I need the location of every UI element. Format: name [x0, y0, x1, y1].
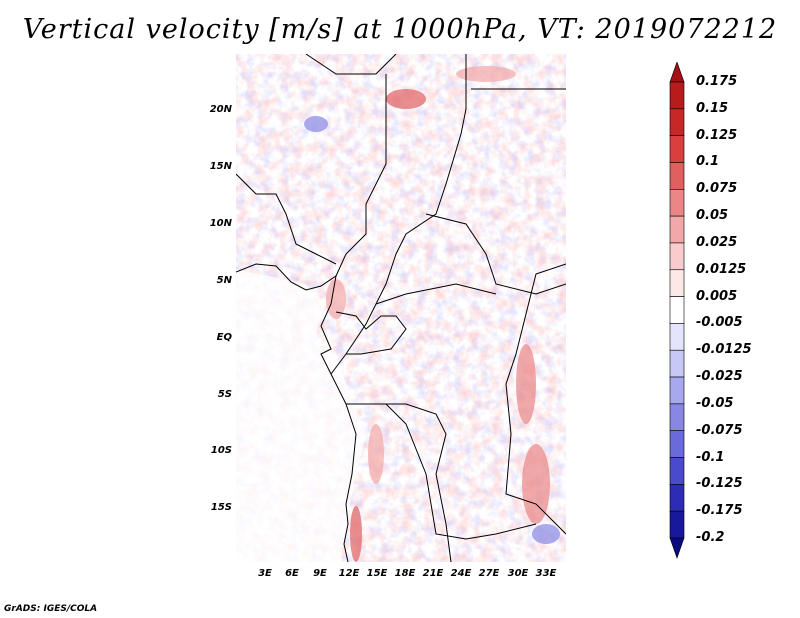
colorbar-bin	[669, 430, 685, 458]
colorbar-bin	[669, 376, 685, 405]
colorbar-bin	[669, 162, 685, 190]
colorbar-label: -0.05	[696, 395, 734, 411]
colorbar-bin	[669, 484, 685, 512]
colorbar-label: -0.1	[696, 449, 725, 465]
lat-label-15s: 15S	[210, 502, 232, 513]
colorbar-label: -0.0125	[696, 342, 752, 358]
colorbar-bin	[669, 242, 685, 271]
colorbar-top-triangle	[669, 62, 685, 83]
colorbar-label: 0.0125	[696, 261, 747, 277]
colorbar-label: -0.175	[696, 503, 743, 519]
colorbar-bin	[669, 108, 685, 136]
credit-text: GrADS: IGES/COLA	[4, 604, 98, 614]
colorbar-label: 0.125	[696, 127, 738, 143]
colorbar-bottom-triangle	[669, 537, 685, 559]
colorbar-label: 0.175	[696, 74, 738, 89]
lon-label-30e: 30E	[507, 568, 529, 579]
lon-label-33e: 33E	[535, 568, 557, 579]
lat-label-10n: 10N	[209, 218, 232, 229]
colorbar-label: 0.005	[696, 288, 738, 304]
map-title: Vertical velocity [m/s] at 1000hPa, VT: …	[22, 14, 778, 45]
colorbar-bin	[669, 457, 685, 485]
colorbar-label: -0.005	[696, 315, 743, 331]
colorbar	[669, 62, 685, 559]
colorbar-label: -0.025	[696, 369, 743, 385]
colorbar-bin	[669, 349, 685, 378]
colorbar-label: 0.15	[696, 100, 729, 116]
colorbar-label: 0.05	[696, 208, 729, 224]
colorbar-label: -0.125	[696, 476, 743, 492]
lat-label-eq: EQ	[216, 332, 232, 343]
colorbar-bin	[669, 188, 685, 217]
lon-label-12e: 12E	[338, 568, 360, 579]
colorbar-bin	[669, 215, 685, 244]
colorbar-label: 0.025	[696, 234, 738, 250]
colorbar-bin	[669, 323, 685, 351]
lat-label-5n: 5N	[216, 275, 232, 286]
lat-label-15n: 15N	[209, 161, 232, 172]
colorbar-label: 0.1	[696, 154, 720, 170]
colorbar-bin	[669, 81, 685, 110]
lon-label-6e: 6E	[285, 568, 299, 579]
lat-label-5s: 5S	[217, 389, 232, 400]
lon-label-9e: 9E	[313, 568, 327, 579]
lon-label-21e: 21E	[422, 568, 444, 579]
colorbar-label: 0.075	[696, 181, 738, 197]
lon-label-18e: 18E	[394, 568, 416, 579]
lon-label-27e: 27E	[478, 568, 500, 579]
lat-label-20n: 20N	[209, 104, 232, 115]
lon-label-3e: 3E	[258, 568, 272, 579]
lat-label-10s: 10S	[210, 445, 232, 456]
lon-label-24e: 24E	[450, 568, 472, 579]
colorbar-bin	[669, 403, 685, 432]
lon-label-15e: 15E	[366, 568, 388, 579]
colorbar-label: -0.075	[696, 422, 743, 438]
colorbar-label: -0.2	[696, 530, 725, 545]
colorbar-bin	[669, 510, 685, 539]
colorbar-bin	[669, 269, 685, 297]
colorbar-bin	[669, 296, 685, 324]
vertical-velocity-map	[236, 54, 566, 562]
colorbar-bin	[669, 135, 685, 163]
